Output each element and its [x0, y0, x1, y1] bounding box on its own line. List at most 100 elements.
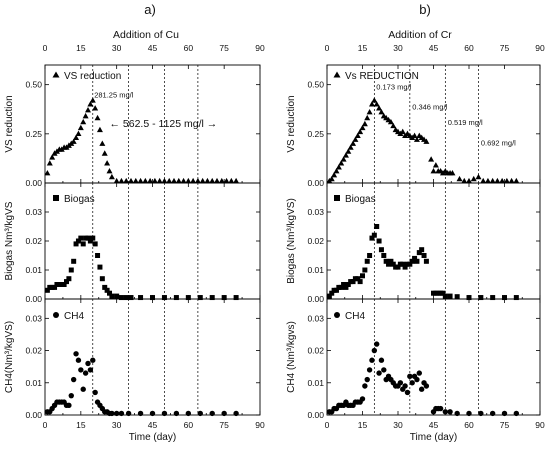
top-x-tick-label: 0	[43, 43, 48, 53]
data-point	[376, 370, 382, 376]
x-tick-label: 90	[255, 420, 265, 430]
data-point	[89, 97, 96, 103]
x-tick-label: 60	[464, 420, 474, 430]
data-point	[49, 154, 56, 160]
data-point	[85, 107, 91, 113]
data-point	[156, 177, 163, 184]
data-point	[502, 295, 507, 301]
data-point	[386, 261, 392, 267]
data-point	[99, 276, 105, 282]
data-point	[328, 175, 335, 182]
data-point	[513, 410, 520, 417]
data-point	[80, 386, 86, 392]
series-biogas	[326, 224, 519, 301]
y-axis-label: CH4 (Nm³/kgvs)	[286, 321, 297, 393]
x-tick-label: 0	[325, 420, 330, 430]
data-point	[423, 138, 430, 144]
data-point	[478, 295, 484, 301]
data-point	[362, 267, 368, 273]
x-tick-label: 90	[535, 420, 545, 430]
data-point	[371, 232, 377, 238]
data-point	[82, 370, 89, 376]
data-point	[341, 282, 347, 287]
data-point	[360, 273, 365, 279]
data-point	[338, 284, 344, 290]
data-point	[513, 177, 520, 184]
data-point	[466, 177, 472, 184]
data-point	[233, 295, 239, 301]
x-tick-label: 75	[219, 420, 229, 430]
panel-cr: b) Addition of Cr 0 15 30 45 60 75 90 0 15 30 45 60 75…	[286, 2, 545, 443]
data-point	[128, 295, 134, 301]
data-point	[173, 295, 179, 301]
y-tick-label: 0.00	[25, 178, 42, 188]
series-vs-reduction	[44, 97, 240, 184]
y-tick-label: 0.25	[307, 129, 324, 139]
data-point	[501, 410, 508, 417]
data-point	[185, 177, 192, 184]
y-tick-label: 0.50	[25, 80, 42, 90]
data-point	[461, 177, 468, 184]
top-x-tick-label: 75	[500, 43, 510, 53]
y-tick-label: 0.00	[25, 294, 42, 304]
data-point	[409, 258, 415, 264]
data-point	[366, 109, 373, 115]
data-point	[423, 383, 430, 389]
data-point	[359, 124, 366, 131]
subplot-biogas-cr: 0.00 0.01 0.02 0.03 Biogas (Nm³/kgVS) Biogas	[286, 182, 541, 304]
data-point	[494, 177, 501, 184]
data-point	[137, 177, 144, 184]
y-tick-label: 0.01	[25, 378, 42, 388]
y-tick-label: 0.03	[25, 207, 42, 217]
data-point	[99, 140, 106, 146]
data-point	[369, 235, 375, 241]
y-tick-label: 0.00	[25, 410, 42, 420]
data-point	[326, 293, 332, 299]
legend-label: VS reduction	[64, 71, 121, 82]
series-ch4	[44, 351, 239, 417]
data-point	[87, 238, 93, 244]
legend-label: CH4	[345, 311, 365, 322]
data-point	[340, 156, 347, 162]
data-point	[361, 120, 368, 127]
data-point	[80, 118, 87, 125]
data-point	[73, 241, 79, 247]
data-point	[490, 295, 496, 301]
top-x-tick-label: 75	[219, 43, 229, 53]
data-point	[161, 410, 168, 417]
data-point	[44, 287, 50, 293]
top-x-tick-label: 30	[112, 43, 122, 53]
data-point	[342, 152, 349, 158]
data-point	[478, 410, 484, 417]
data-point	[333, 287, 339, 293]
data-point	[102, 284, 108, 290]
data-point	[338, 160, 345, 166]
data-point	[430, 168, 437, 174]
data-point	[128, 177, 134, 184]
x-tick-label: 30	[393, 420, 403, 430]
data-point	[78, 235, 84, 241]
data-point	[166, 177, 173, 184]
data-point	[108, 173, 115, 180]
concentration-annotation: 0.692 mg/l	[481, 139, 516, 148]
data-point	[374, 224, 380, 229]
y-axis-label: VS reduction	[286, 95, 297, 152]
y-tick-label: 0.03	[25, 313, 42, 323]
data-point	[333, 168, 340, 174]
data-point	[138, 295, 144, 301]
data-point	[489, 177, 496, 184]
x-tick-label: 15	[76, 420, 86, 430]
data-point	[190, 177, 197, 184]
legend-marker	[333, 71, 341, 78]
top-x-tick-label: 45	[148, 43, 158, 53]
data-point	[367, 253, 373, 258]
data-point	[508, 177, 515, 184]
data-point	[373, 101, 380, 107]
y-axis-label: CH4(Nm³/kgVS)	[4, 321, 15, 393]
data-point	[368, 101, 375, 107]
data-point	[347, 144, 354, 150]
data-point	[369, 357, 375, 363]
x-tick-label: 75	[500, 420, 510, 430]
data-point	[395, 264, 401, 270]
data-point	[82, 112, 89, 119]
